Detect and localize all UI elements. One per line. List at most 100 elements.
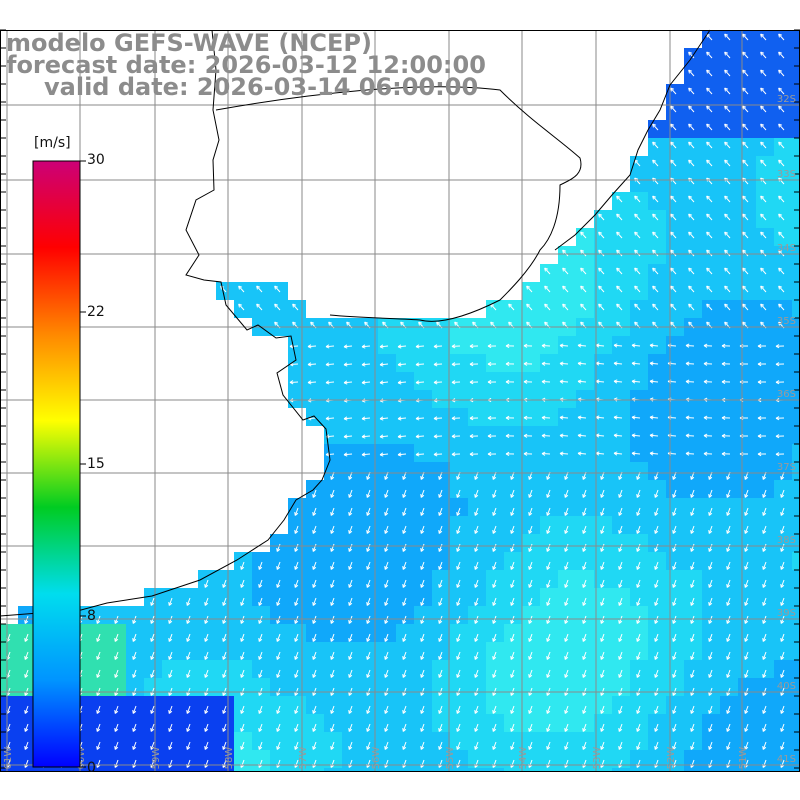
wind-speed-cell <box>216 570 234 588</box>
wind-speed-cell <box>342 354 360 372</box>
wind-speed-cell <box>216 696 234 714</box>
wind-speed-cell <box>756 372 774 390</box>
wind-speed-cell <box>18 642 36 660</box>
wind-speed-cell <box>792 210 800 228</box>
wind-arrow <box>456 723 461 732</box>
wind-arrow <box>492 543 497 552</box>
colorbar-tick-22: 22 <box>87 304 105 320</box>
longitude-label: 56W <box>371 747 382 770</box>
wind-arrow <box>526 285 533 293</box>
wind-arrow <box>708 615 713 624</box>
wind-arrow <box>397 344 407 349</box>
wind-speed-cell <box>198 768 216 772</box>
wind-arrow <box>762 489 767 498</box>
wind-speed-cell <box>216 624 234 642</box>
wind-arrow <box>652 213 659 221</box>
wind-speed-cell <box>234 660 252 678</box>
wind-speed-cell <box>666 660 684 678</box>
wind-arrow <box>474 615 479 624</box>
wind-arrow <box>778 249 785 257</box>
wind-speed-cell <box>216 588 234 606</box>
wind-arrow <box>708 507 713 516</box>
wind-arrow <box>636 579 641 588</box>
wind-speed-cell <box>162 660 180 678</box>
wind-arrow <box>670 303 677 311</box>
wind-speed-cell <box>108 606 126 624</box>
wind-speed-cell <box>594 516 612 534</box>
wind-arrow <box>703 379 713 384</box>
wind-speed-cell <box>360 444 378 462</box>
wind-speed-cell <box>306 480 324 498</box>
wind-arrow <box>780 525 785 534</box>
wind-arrow <box>420 633 425 642</box>
wind-speed-cell <box>270 588 288 606</box>
wind-arrow <box>775 380 785 385</box>
wind-speed-cell <box>738 642 756 660</box>
wind-speed-cell <box>162 606 180 624</box>
wind-speed-cell <box>486 408 504 426</box>
wind-speed-cell <box>486 462 504 480</box>
wind-speed-cell <box>558 408 576 426</box>
wind-speed-cell <box>450 696 468 714</box>
wind-speed-cell <box>324 498 342 516</box>
wind-speed-cell <box>720 750 738 768</box>
wind-arrow <box>523 451 533 456</box>
wind-arrow <box>384 741 389 750</box>
wind-speed-cell <box>270 642 288 660</box>
wind-arrow <box>760 141 767 149</box>
wind-speed-cell <box>450 390 468 408</box>
wind-arrow <box>96 705 101 714</box>
wind-speed-cell <box>630 768 648 772</box>
wind-speed-cell <box>540 606 558 624</box>
wind-speed-cell <box>396 372 414 390</box>
wind-arrow <box>724 51 731 59</box>
wind-arrow <box>652 267 659 275</box>
wind-arrow <box>510 669 515 678</box>
latitude-label: 37S <box>777 462 796 473</box>
wind-speed-cell <box>108 642 126 660</box>
wind-speed-cell <box>576 426 594 444</box>
wind-arrow <box>672 723 677 732</box>
wind-speed-cell <box>522 390 540 408</box>
wind-arrow <box>258 741 263 750</box>
wind-arrow <box>258 597 263 606</box>
wind-speed-cell <box>468 426 486 444</box>
wind-arrow <box>438 705 443 714</box>
wind-arrow <box>780 579 785 588</box>
wind-arrow <box>564 525 569 534</box>
latitude-label: 32S <box>777 94 796 105</box>
wind-speed-cell <box>108 696 126 714</box>
wind-speed-cell <box>684 462 702 480</box>
wind-arrow <box>348 615 353 624</box>
wind-speed-cell <box>702 750 720 768</box>
wind-arrow <box>451 362 461 367</box>
wind-arrow <box>294 597 299 606</box>
wind-speed-cell <box>648 480 666 498</box>
wind-arrow <box>778 123 785 131</box>
wind-arrow <box>379 380 389 385</box>
wind-speed-cell <box>630 480 648 498</box>
wind-arrow <box>721 343 731 348</box>
wind-arrow <box>757 433 767 439</box>
wind-speed-cell <box>414 552 432 570</box>
wind-speed-cell <box>468 750 486 768</box>
wind-arrow <box>708 741 713 750</box>
wind-speed-cell <box>648 408 666 426</box>
wind-speed-cell <box>594 426 612 444</box>
wind-speed-cell <box>720 336 738 354</box>
wind-speed-cell <box>522 552 540 570</box>
wind-arrow <box>636 489 641 498</box>
wind-speed-cell <box>666 552 684 570</box>
wind-speed-cell <box>342 534 360 552</box>
wind-arrow <box>600 561 605 570</box>
wind-speed-cell <box>558 768 576 772</box>
wind-arrow <box>114 669 119 678</box>
wind-arrow <box>760 267 767 275</box>
wind-speed-cell <box>108 768 126 772</box>
wind-speed-cell <box>342 588 360 606</box>
wind-arrow <box>742 123 749 131</box>
wind-arrow <box>760 87 767 95</box>
wind-arrow <box>780 489 785 498</box>
wind-arrow <box>366 579 371 588</box>
